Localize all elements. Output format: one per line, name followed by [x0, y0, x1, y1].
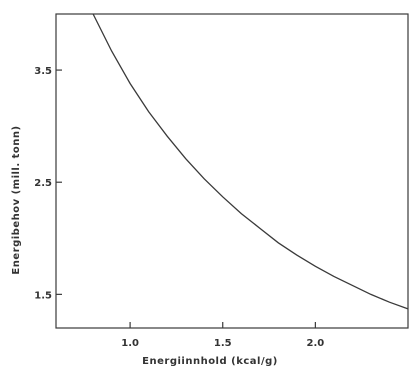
y-tick-label: 2.5 — [34, 178, 52, 189]
y-axis-ticks: 1.5 2.5 3.5 — [34, 66, 62, 301]
x-tick-label: 1.5 — [214, 338, 232, 349]
x-axis-ticks: 1.0 1.5 2.0 — [121, 322, 324, 349]
x-tick-label: 1.0 — [121, 338, 139, 349]
x-tick-label: 2.0 — [307, 338, 325, 349]
y-tick-label: 1.5 — [34, 290, 52, 301]
y-axis-label: Energibehov (mill. tonn) — [11, 125, 22, 274]
plot-frame — [55, 13, 409, 329]
series-line — [92, 13, 409, 310]
x-axis-label: Energiinnhold (kcal/g) — [142, 356, 278, 367]
y-tick-label: 3.5 — [34, 66, 52, 77]
